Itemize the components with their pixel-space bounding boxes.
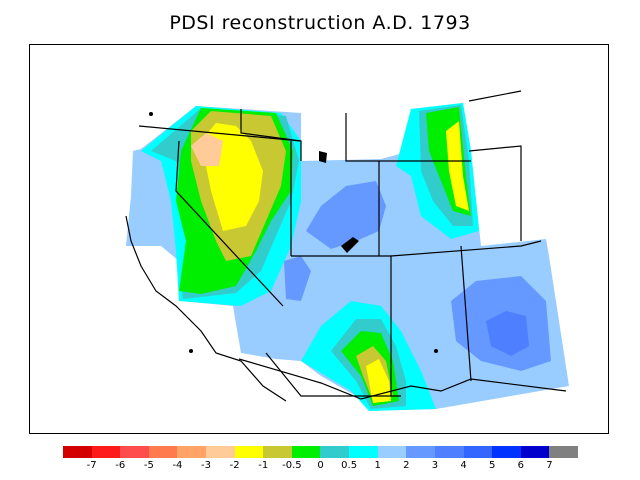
boundary-arizona-new-mexico (460, 245, 472, 382)
field-region-yellow-northeast (446, 121, 469, 211)
legend-swatch-14 (463, 446, 493, 458)
field-region-blue-darker (486, 311, 529, 356)
field-region-blue-center (306, 181, 386, 249)
legend-label: -3 (201, 460, 212, 471)
field-region-peach (191, 133, 223, 166)
boundary-nebraska (468, 145, 522, 241)
legend-swatch-10 (349, 446, 378, 458)
great-salt-lake (341, 237, 359, 253)
legend-swatch-3 (148, 446, 178, 458)
yellowstone-lake (319, 151, 327, 163)
lake-marker-southeast (434, 349, 438, 353)
legend-swatch-5 (206, 446, 235, 458)
boundary-california-nevada (175, 140, 284, 307)
pdsi-map (125, 90, 569, 411)
legend-label: -2 (229, 460, 240, 471)
map-frame (29, 44, 609, 434)
coastline-california (125, 215, 287, 402)
map-title: PDSI reconstruction A.D. 1793 (169, 12, 471, 34)
boundary-idaho-montana (240, 109, 302, 142)
legend-label: 7 (546, 460, 553, 471)
legend-label: -0.5 (282, 460, 302, 471)
legend-swatch-16 (520, 446, 550, 458)
legend-swatch-8 (291, 446, 321, 458)
legend-label: 2 (403, 460, 410, 471)
lake-marker-north (149, 112, 153, 116)
legend-label: -1 (258, 460, 269, 471)
legend-swatch-4 (177, 446, 207, 458)
boundary-dakotas (468, 90, 522, 102)
legend-label: -6 (115, 460, 126, 471)
legend-colorbar (63, 446, 578, 458)
lake-markers (149, 112, 438, 353)
boundary-sonora (265, 352, 401, 397)
field-region-blue-west (284, 256, 311, 301)
field-region-yellow-south (366, 359, 391, 403)
legend-swatch-7 (263, 446, 292, 458)
legend-swatch-15 (492, 446, 521, 458)
legend-label: -5 (143, 460, 154, 471)
legend-label: 1 (374, 460, 381, 471)
legend-swatch-1 (91, 446, 121, 458)
legend-swatch-0 (63, 446, 92, 458)
legend-swatch-11 (377, 446, 407, 458)
legend-label: -4 (172, 460, 183, 471)
legend-swatch-2 (120, 446, 149, 458)
legend-label: 0.5 (341, 460, 358, 471)
legend-label: 0 (317, 460, 324, 471)
legend-label: 6 (517, 460, 524, 471)
boundary-new-mexico-texas (390, 240, 542, 257)
boundary-wyoming (345, 113, 471, 162)
legend-swatch-12 (406, 446, 435, 458)
legend-label: -7 (86, 460, 97, 471)
legend-label: 4 (460, 460, 467, 471)
legend-swatch-9 (320, 446, 350, 458)
legend-label: 3 (431, 460, 439, 471)
lake-marker-southwest (189, 349, 193, 353)
boundary-us-mexico (238, 358, 567, 400)
legend-swatch-13 (434, 446, 464, 458)
state-boundaries (125, 90, 567, 402)
legend-label: 5 (488, 460, 496, 471)
legend-swatch-6 (234, 446, 264, 458)
legend-swatch-17 (549, 446, 578, 458)
